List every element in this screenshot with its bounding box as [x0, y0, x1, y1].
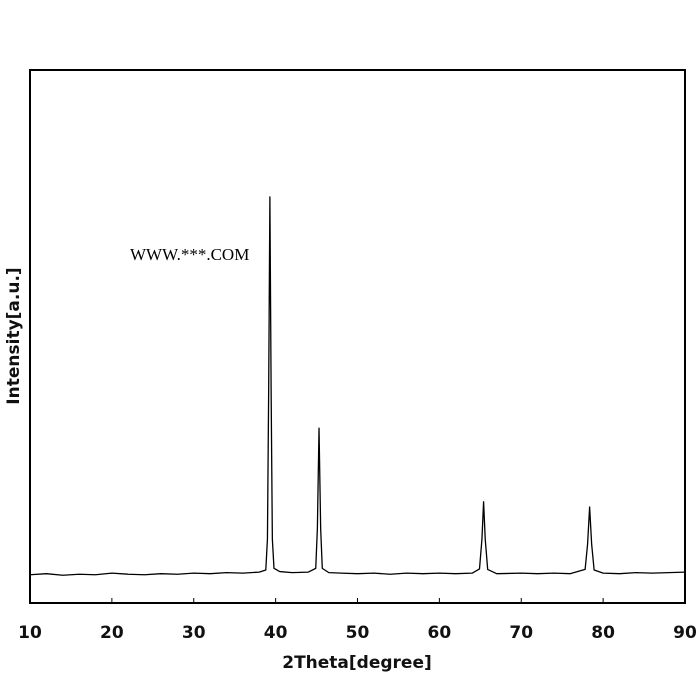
plot-frame [29, 69, 686, 604]
x-tick-label: 10 [18, 623, 42, 643]
x-axis-label: 2Theta[degree] [282, 653, 432, 673]
x-tick-label: 60 [428, 623, 452, 643]
data-line [29, 196, 686, 576]
x-tick-label: 90 [673, 623, 697, 643]
watermark: WWW.***.COM [130, 245, 249, 264]
x-tick-label: 30 [182, 623, 206, 643]
x-tick-label: 50 [346, 623, 370, 643]
y-axis-label: Intensity[a.u.] [4, 267, 24, 404]
x-tick-label: 80 [591, 623, 615, 643]
x-tick-label: 70 [509, 623, 533, 643]
x-tick-label: 40 [264, 623, 288, 643]
x-tick-label: 20 [100, 623, 124, 643]
